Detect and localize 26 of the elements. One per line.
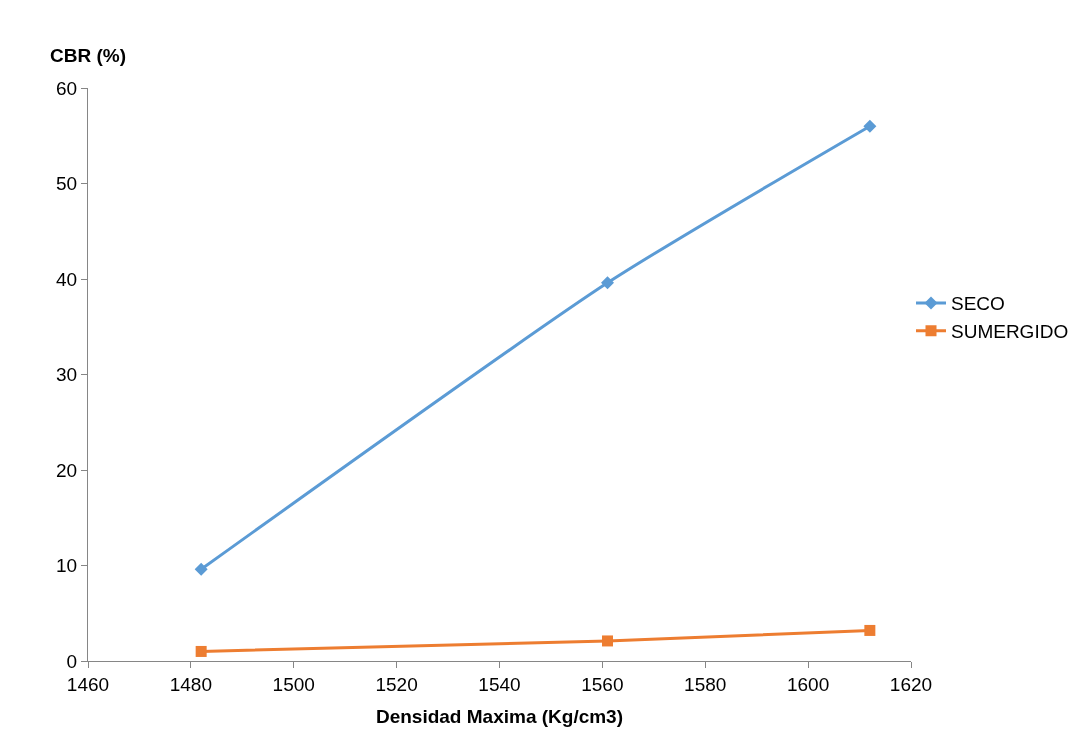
point: [195, 645, 207, 657]
point: [863, 119, 877, 133]
y-tick-label: 30: [56, 364, 78, 386]
y-tick-label: 0: [66, 650, 78, 672]
x-tick-label: 1500: [272, 673, 315, 695]
y-tick-label: 10: [56, 555, 78, 577]
y-tick-label: 40: [56, 268, 78, 290]
point: [601, 276, 615, 290]
x-axis-title: Densidad Maxima (Kg/cm3): [375, 705, 624, 727]
point: [602, 635, 614, 647]
legend-label: SECO: [951, 293, 1005, 315]
y-tick-label: 20: [56, 459, 78, 481]
y-tick-label: 60: [56, 77, 78, 99]
y-tick-label: 50: [56, 173, 78, 195]
x-tick-label: 1480: [169, 673, 213, 695]
x-tick-label: 1540: [478, 673, 521, 695]
point: [194, 562, 208, 576]
point: [864, 624, 876, 636]
legend-label: SUMERGIDO: [951, 321, 1069, 343]
x-tick-label: 1620: [889, 673, 933, 695]
y-axis-title: CBR (%): [50, 45, 126, 66]
x-tick-label: 1460: [66, 673, 110, 695]
x-tick-label: 1520: [375, 673, 418, 695]
x-tick-label: 1580: [684, 673, 727, 695]
x-tick-label: 1600: [786, 673, 830, 695]
x-tick-label: 1560: [581, 673, 624, 695]
